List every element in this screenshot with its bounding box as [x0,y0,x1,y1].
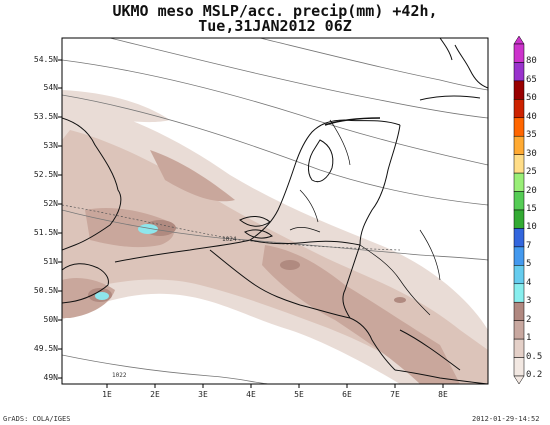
isobar-dotted [62,204,401,251]
colorbar-label: 2 [526,314,532,325]
lat-label: 52.5N [33,170,58,179]
lon-label: 6E [342,390,352,399]
lon-label: 2E [150,390,160,399]
colorbar-swatch [513,80,525,100]
lat-label: 52N [43,199,58,208]
colorbar-label: 50 [526,93,537,104]
coastlines [62,38,488,384]
colorbar-swatch [513,99,525,119]
colorbar-top-arrow [513,35,525,45]
colorbar-swatch [513,135,525,155]
lon-label: 4E [246,390,256,399]
colorbar-swatch [513,62,525,82]
colorbar-label: 0.2 [526,370,543,380]
lat-label: 49N [43,373,58,382]
isobar-label: 1022 [112,372,127,379]
colorbar-label: 1 [526,333,532,344]
lon-label: 8E [438,390,448,399]
lat-label: 50N [43,315,58,324]
colorbar-label: 7 [526,240,532,251]
lon-label: 7E [390,390,400,399]
colorbar-label: 25 [526,167,537,178]
footer-timestamp: 2012-01-29-14:52 [472,415,540,423]
axis-ticks [58,59,444,388]
colorbar-label: 4 [526,277,532,288]
internal-borders [289,119,441,316]
precip-band-2 [88,220,406,303]
precip-band-1 [62,150,460,384]
colorbar-label: 10 [526,222,537,233]
colorbar-swatch [513,283,525,303]
lon-label: 3E [198,390,208,399]
precip-band-3 [95,224,158,300]
colorbar-swatch [513,228,525,248]
map-title-line1: UKMO meso MSLP/acc. precip(mm) +42h, [112,2,438,20]
colorbar-label: 0.5 [526,351,543,362]
colorbar-swatch [513,209,525,229]
lat-label: 49.5N [33,344,58,353]
map-frame [61,37,489,385]
colorbar-label: 65 [526,74,537,85]
colorbar-label: 35 [526,130,537,141]
colorbar-label: 15 [526,204,537,214]
lat-label: 54.5N [33,55,58,64]
map-title-line2: Tue,31JAN2012 06Z [198,17,352,35]
colorbar-label: 80 [526,56,537,67]
lat-label: 54N [43,83,58,92]
colorbar-label: 30 [526,148,537,159]
colorbar [513,35,525,385]
lat-label: 53N [43,141,58,150]
lat-label: 50.5N [33,286,58,295]
colorbar-swatch [513,117,525,137]
footer-credit: GrADS: COLA/IGES [3,415,71,423]
colorbar-bottom-arrow [513,375,525,385]
colorbar-swatch [513,320,525,340]
lon-label: 1E [102,390,112,399]
lat-label: 51.5N [33,228,58,237]
isobar-label: 1024 [222,236,237,243]
colorbar-swatch [513,338,525,358]
lon-label: 5E [294,390,304,399]
lat-label: 53.5N [33,112,58,121]
colorbar-label: 3 [526,296,532,307]
colorbar-label: 20 [526,185,537,196]
colorbar-swatch [513,265,525,285]
colorbar-label: 40 [526,111,537,122]
colorbar-label: 5 [526,259,532,270]
colorbar-swatch [513,154,525,174]
colorbar-swatch [513,246,525,266]
colorbar-swatch [513,191,525,211]
colorbar-swatch [513,43,525,63]
colorbar-swatch [513,172,525,192]
colorbar-swatch [513,301,525,321]
colorbar-swatch [513,357,525,377]
lat-label: 51N [43,257,58,266]
